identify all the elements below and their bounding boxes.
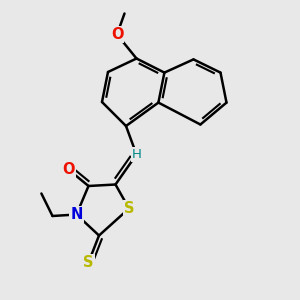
Text: H: H bbox=[132, 148, 141, 161]
Text: O: O bbox=[62, 162, 75, 177]
Text: S: S bbox=[83, 255, 94, 270]
Text: N: N bbox=[70, 207, 83, 222]
Text: S: S bbox=[124, 201, 134, 216]
Text: O: O bbox=[111, 27, 123, 42]
